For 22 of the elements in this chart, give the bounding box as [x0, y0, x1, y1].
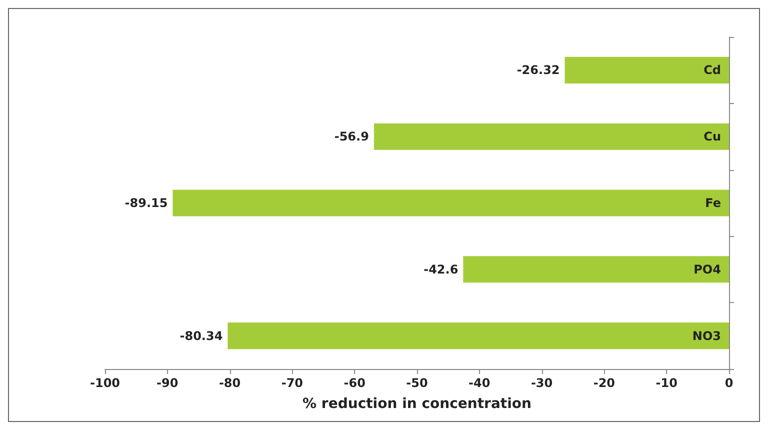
x-tick-label: -30: [530, 376, 553, 390]
y-tick-label: Cd: [704, 63, 721, 78]
data-label: -89.15: [124, 196, 168, 210]
x-tick-label: -40: [468, 376, 490, 390]
x-tick-label: -90: [156, 376, 178, 390]
x-tick-label: 0: [724, 376, 734, 390]
y-tick-label: PO4: [694, 262, 721, 276]
x-tick-label: -10: [656, 376, 678, 390]
y-tick-label: Fe: [705, 196, 721, 210]
data-label: -80.34: [180, 328, 223, 343]
y-tick-label: NO3: [692, 328, 721, 343]
x-axis-title: % reduction in concentration: [302, 396, 532, 412]
y-tick-label: Cu: [704, 130, 721, 144]
x-tick-label: -100: [90, 376, 120, 390]
data-label: -42.6: [424, 262, 458, 276]
x-tick-label: -80: [218, 376, 241, 390]
x-tick-label: -50: [406, 376, 428, 390]
data-label: -56.9: [334, 130, 369, 144]
x-tick-label: -70: [281, 376, 304, 390]
x-tick-label: -20: [593, 376, 616, 390]
data-label: -26.32: [516, 63, 560, 78]
x-tick-label: -60: [344, 376, 366, 390]
